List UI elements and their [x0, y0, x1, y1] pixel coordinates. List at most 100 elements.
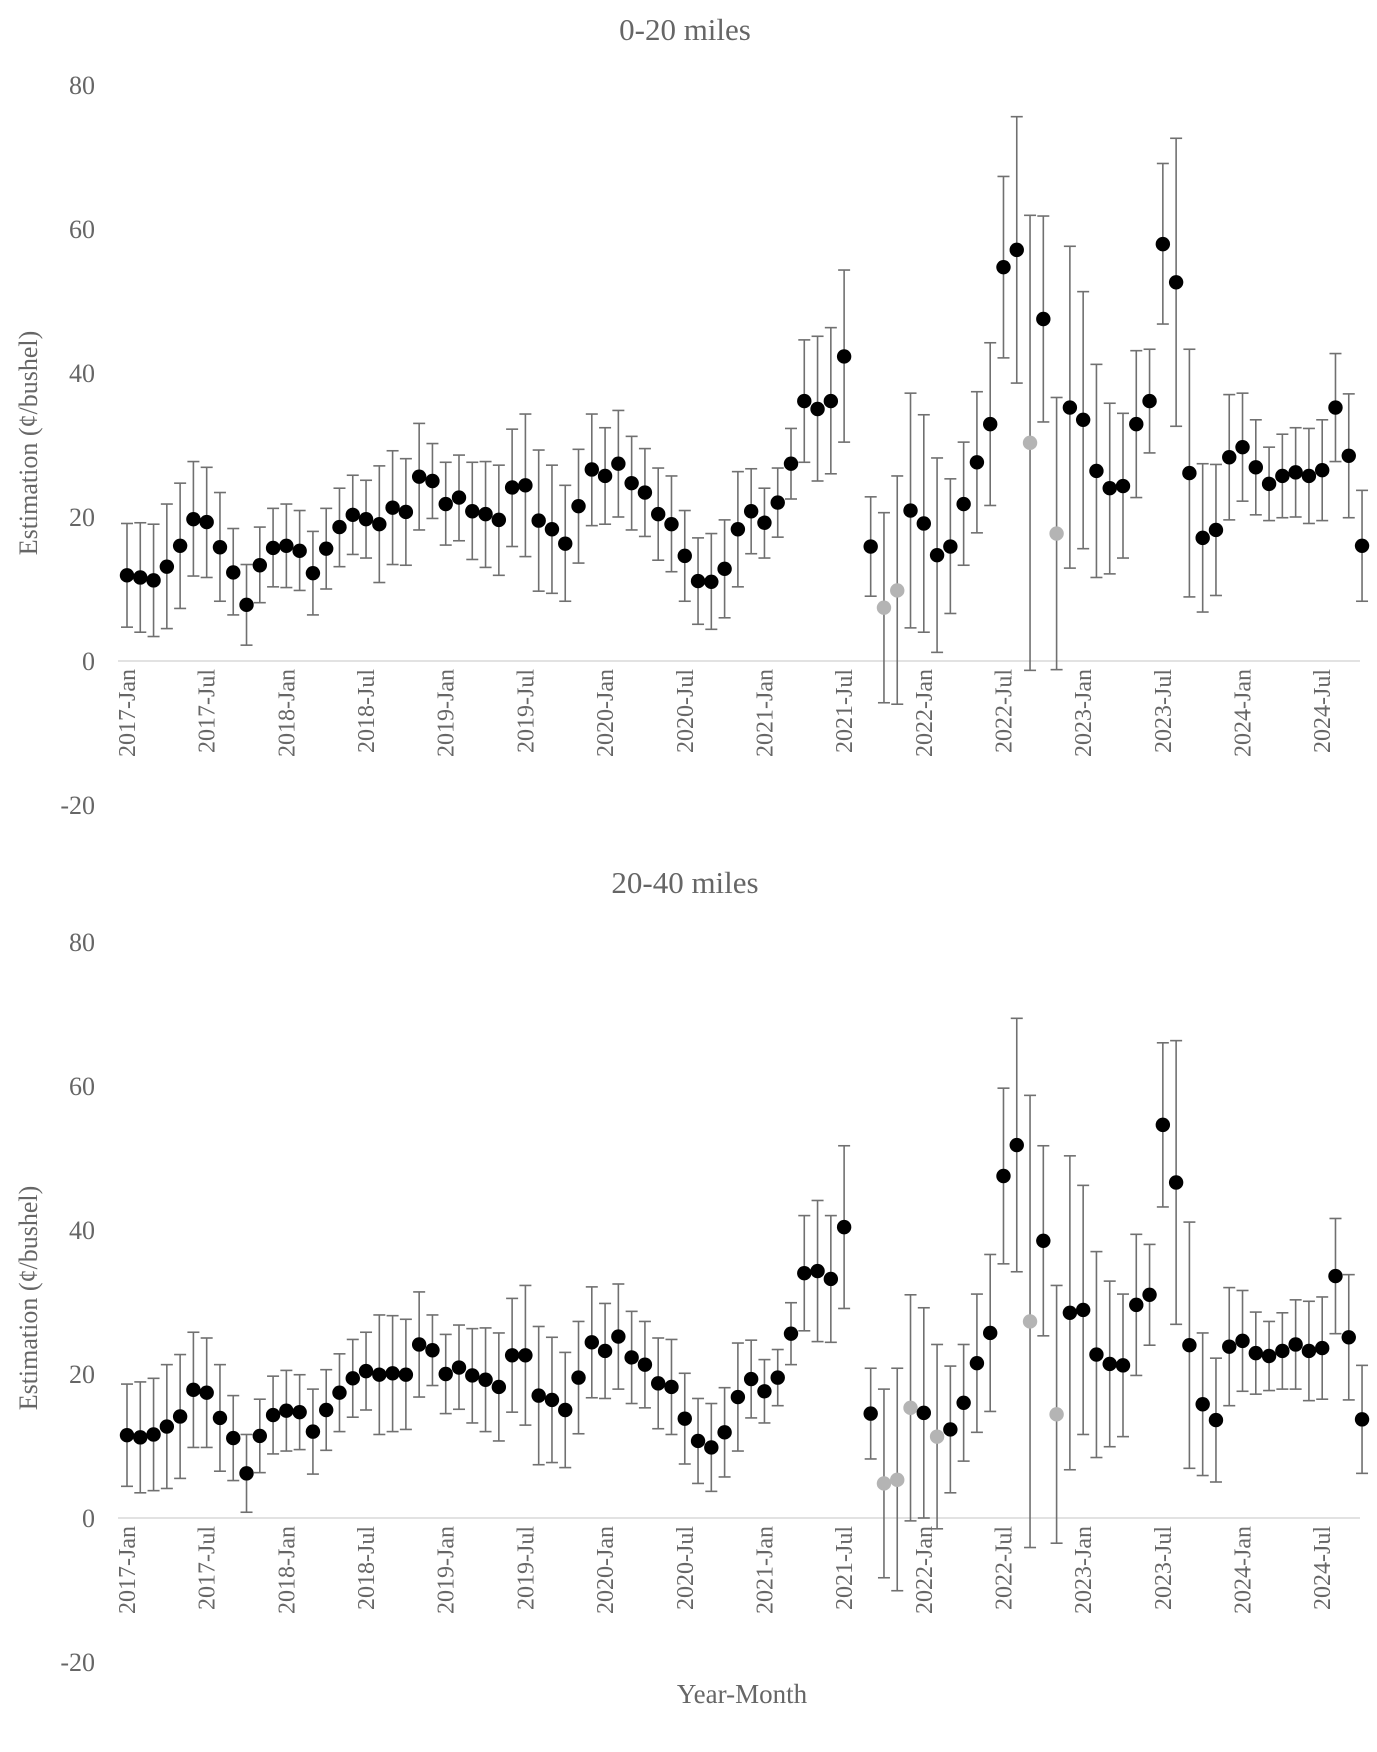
data-point-gray — [876, 600, 892, 615]
y-tick-label: 80 — [69, 928, 95, 957]
data-point-gray — [1049, 1407, 1064, 1422]
data-point — [544, 1392, 560, 1408]
data-point — [1089, 1347, 1104, 1362]
data-point — [186, 511, 201, 527]
x-tick-label: 2022-Jan — [912, 1526, 938, 1614]
data-point — [465, 1368, 480, 1383]
data-point — [1328, 400, 1343, 415]
data-point — [504, 480, 520, 495]
chart-title: 20-40 miles — [611, 865, 758, 900]
data-point — [478, 506, 493, 522]
data-point — [1168, 1175, 1184, 1190]
data-point — [425, 473, 440, 489]
data-point — [664, 517, 679, 532]
x-tick-label: 2021-Jan — [752, 669, 778, 757]
x-tick-label: 2017-Jul — [195, 1526, 221, 1610]
data-point-gray — [903, 1400, 918, 1416]
x-tick-label: 2020-Jul — [673, 1526, 699, 1610]
data-point — [863, 1406, 878, 1421]
data-point — [385, 500, 400, 515]
data-point — [119, 1428, 135, 1443]
data-point-gray — [876, 1476, 892, 1491]
data-point — [916, 1405, 931, 1421]
data-point — [239, 597, 254, 613]
data-point — [810, 401, 825, 417]
x-tick-label: 2023-Jan — [1071, 1526, 1097, 1614]
data-point — [119, 568, 135, 583]
data-point — [292, 543, 307, 559]
data-point — [292, 1404, 307, 1420]
data-point — [783, 1326, 799, 1341]
chart-title: 0-20 miles — [619, 12, 751, 47]
data-point — [1155, 236, 1171, 252]
data-point — [1248, 460, 1264, 475]
data-point — [637, 1357, 653, 1372]
x-tick-label: 2021-Jan — [752, 1526, 778, 1614]
data-point — [797, 393, 812, 409]
data-point — [836, 349, 852, 364]
data-point-gray — [890, 583, 905, 598]
data-point — [438, 496, 453, 512]
data-point — [252, 558, 267, 573]
data-point — [558, 536, 573, 551]
data-point — [1288, 1337, 1303, 1352]
data-point — [1115, 1358, 1131, 1373]
data-point — [1195, 1397, 1210, 1412]
data-point — [372, 1367, 387, 1382]
x-tick-label: 2018-Jul — [354, 669, 380, 753]
data-point — [531, 1388, 546, 1403]
data-point — [1036, 1233, 1051, 1249]
data-point — [651, 1376, 666, 1391]
data-point — [265, 1407, 281, 1423]
data-point — [677, 1411, 692, 1426]
x-tick-label: 2017-Jul — [195, 669, 221, 753]
x-tick-label: 2024-Jan — [1231, 1526, 1257, 1614]
data-point — [690, 573, 706, 589]
data-point — [1036, 311, 1051, 327]
data-point — [1354, 1412, 1370, 1427]
data-point — [916, 516, 931, 531]
data-point — [1182, 465, 1197, 481]
data-point — [1089, 463, 1104, 479]
data-point — [1182, 1338, 1197, 1353]
data-point — [704, 574, 719, 589]
data-point — [305, 565, 321, 581]
data-point — [943, 539, 958, 554]
data-point — [823, 393, 839, 409]
x-tick-label: 2020-Jan — [593, 1526, 619, 1614]
data-point — [1142, 393, 1157, 409]
data-point — [398, 1367, 414, 1382]
data-point — [717, 561, 732, 577]
data-point — [319, 1402, 334, 1418]
data-point — [172, 538, 188, 553]
data-point — [1235, 1333, 1250, 1349]
data-point — [637, 485, 653, 500]
x-tick-label: 2020-Jan — [593, 669, 619, 757]
data-point — [677, 548, 692, 564]
data-point — [1129, 416, 1144, 432]
data-point — [425, 1343, 440, 1358]
data-point — [969, 1356, 985, 1371]
data-point — [1195, 530, 1210, 546]
x-tick-label: 2024-Jul — [1310, 669, 1336, 753]
data-point — [690, 1433, 706, 1449]
data-point — [544, 522, 560, 537]
y-tick-label: 60 — [69, 215, 95, 244]
x-tick-label: 2018-Jan — [274, 669, 300, 757]
data-point — [1315, 1340, 1330, 1356]
data-point — [199, 514, 214, 530]
data-point — [624, 1350, 639, 1365]
x-tick-label: 2018-Jul — [354, 1526, 380, 1610]
data-point — [943, 1422, 958, 1437]
x-tick-label: 2019-Jul — [513, 669, 539, 753]
data-point-gray — [1022, 1314, 1038, 1329]
data-point — [411, 469, 427, 484]
data-point — [518, 1348, 533, 1363]
data-point — [1328, 1268, 1343, 1284]
y-tick-label: 60 — [69, 1072, 95, 1101]
data-point — [810, 1263, 825, 1279]
data-point — [1288, 465, 1303, 480]
data-point — [704, 1440, 719, 1455]
data-point-gray — [929, 1429, 945, 1444]
